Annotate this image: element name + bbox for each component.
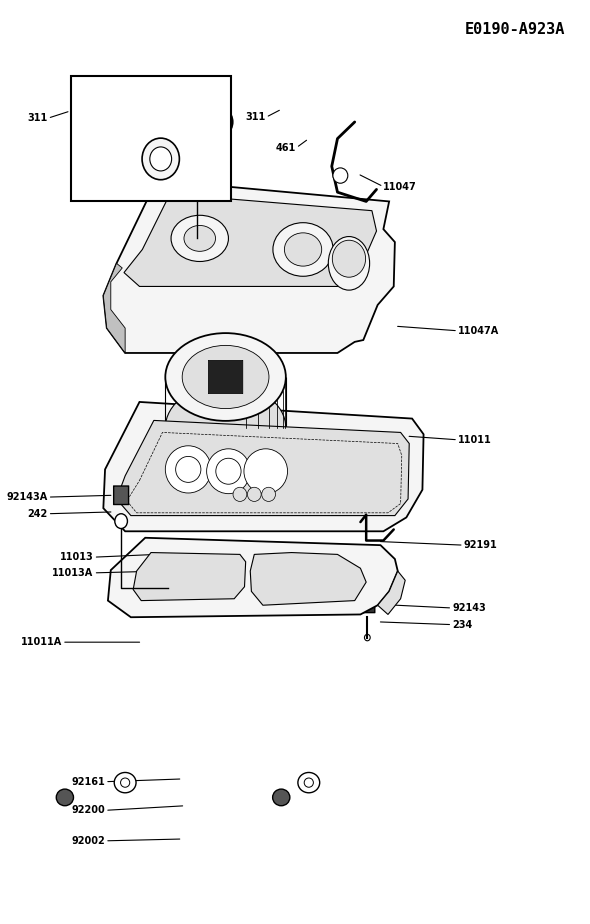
Ellipse shape: [165, 383, 286, 471]
Polygon shape: [133, 553, 245, 601]
Ellipse shape: [304, 778, 313, 787]
Text: 234: 234: [453, 620, 473, 629]
Ellipse shape: [203, 134, 214, 143]
Ellipse shape: [120, 778, 130, 787]
Text: PARTS
SHIPPED LOOSE
11060: PARTS SHIPPED LOOSE 11060: [110, 96, 192, 134]
Text: 311: 311: [245, 113, 266, 122]
Ellipse shape: [171, 215, 228, 261]
Ellipse shape: [115, 514, 127, 529]
Ellipse shape: [273, 223, 333, 276]
Circle shape: [216, 458, 241, 484]
Text: 461: 461: [83, 137, 103, 146]
Text: 11011A: 11011A: [21, 638, 62, 647]
Circle shape: [176, 456, 201, 482]
Text: E0190-A923A: E0190-A923A: [465, 22, 566, 37]
Text: eReplacementParts.com: eReplacementParts.com: [205, 457, 332, 467]
Text: 92191: 92191: [464, 541, 497, 550]
Ellipse shape: [182, 346, 269, 408]
Ellipse shape: [165, 333, 286, 420]
Circle shape: [244, 449, 287, 493]
FancyBboxPatch shape: [198, 140, 214, 155]
Ellipse shape: [203, 116, 219, 128]
Ellipse shape: [142, 139, 179, 179]
Polygon shape: [124, 194, 376, 286]
Circle shape: [165, 445, 211, 493]
Text: 92161: 92161: [71, 777, 105, 786]
Ellipse shape: [150, 147, 172, 171]
Ellipse shape: [184, 225, 215, 251]
Ellipse shape: [365, 634, 370, 641]
Circle shape: [206, 449, 250, 493]
Text: 11047: 11047: [384, 182, 417, 191]
Text: 11013A: 11013A: [53, 568, 94, 578]
Ellipse shape: [332, 240, 366, 277]
Text: 92143A: 92143A: [6, 492, 48, 502]
Ellipse shape: [190, 103, 232, 140]
Polygon shape: [378, 571, 405, 614]
Ellipse shape: [284, 233, 322, 266]
Circle shape: [333, 168, 348, 183]
Text: 242: 242: [27, 509, 48, 518]
Text: 92200: 92200: [71, 806, 105, 815]
Ellipse shape: [328, 237, 369, 290]
Ellipse shape: [114, 772, 136, 793]
FancyBboxPatch shape: [71, 76, 231, 201]
Polygon shape: [103, 180, 395, 353]
Ellipse shape: [273, 789, 290, 806]
Circle shape: [262, 487, 276, 502]
Circle shape: [233, 487, 247, 502]
Polygon shape: [108, 538, 398, 617]
Text: 311: 311: [27, 114, 48, 123]
Text: 461: 461: [276, 143, 296, 152]
Circle shape: [247, 487, 261, 502]
Polygon shape: [117, 420, 409, 516]
FancyBboxPatch shape: [114, 486, 129, 505]
Polygon shape: [250, 553, 366, 605]
Text: 11013: 11013: [60, 553, 94, 562]
FancyBboxPatch shape: [363, 598, 375, 613]
Ellipse shape: [298, 772, 320, 793]
Text: 92002: 92002: [71, 836, 105, 845]
Text: 11047A: 11047A: [458, 326, 499, 335]
Text: 92143: 92143: [453, 603, 486, 613]
Ellipse shape: [56, 789, 74, 806]
Text: 11011: 11011: [458, 435, 491, 444]
Polygon shape: [103, 263, 125, 353]
FancyBboxPatch shape: [208, 360, 243, 394]
Polygon shape: [103, 402, 424, 531]
